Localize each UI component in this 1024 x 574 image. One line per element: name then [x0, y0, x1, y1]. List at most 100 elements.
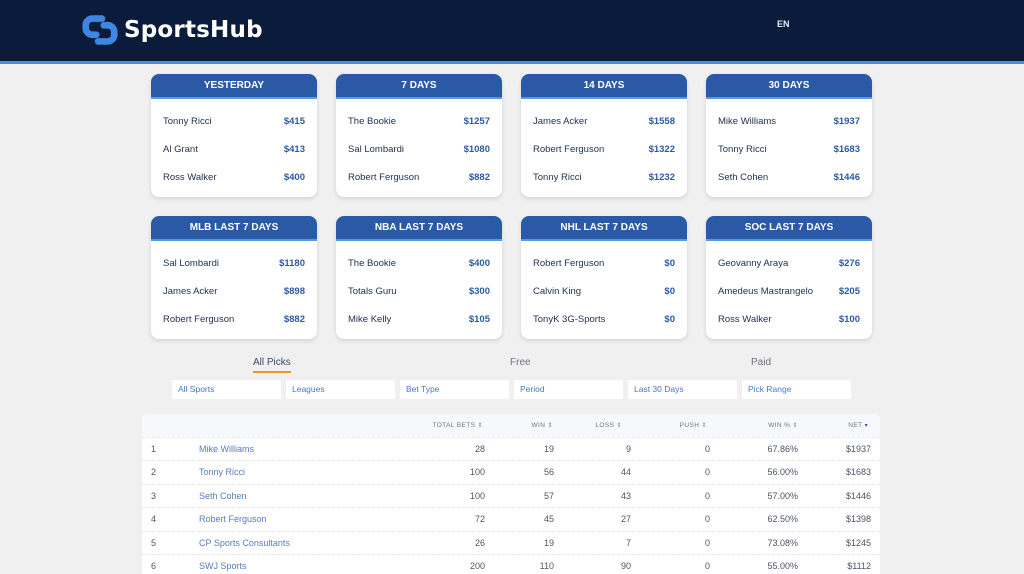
card-title: YESTERDAY [151, 74, 317, 99]
leader-row[interactable]: The Bookie $1257 [336, 107, 502, 135]
leader-amount: $105 [468, 313, 490, 325]
leader-row[interactable]: Totals Guru $300 [336, 277, 502, 305]
leader-amount: $0 [664, 313, 675, 325]
column-win-pct[interactable]: WIN % ⇕ [768, 422, 798, 429]
card-title: 30 DAYS [706, 74, 872, 99]
leader-row[interactable]: Robert Ferguson $882 [151, 305, 317, 333]
card-title: SOC LAST 7 DAYS [706, 216, 872, 241]
leader-row[interactable]: Tonny Ricci $1683 [706, 135, 872, 163]
leaderboard-card-30-days: 30 DAYS Mike Williams $1937 Tonny Ricci $1… [706, 74, 872, 197]
net: $1683 [845, 467, 871, 478]
leaderboard-card-soc: SOC LAST 7 DAYS Geovanny Araya $276 Amede… [706, 216, 872, 339]
handicapper-link[interactable]: Tonny Ricci [199, 467, 246, 478]
leader-row[interactable]: Mike Kelly $105 [336, 305, 502, 333]
leader-row[interactable]: Al Grant $413 [151, 135, 317, 163]
filter-sports-select[interactable]: All Sports [172, 380, 281, 399]
leader-row[interactable]: Robert Ferguson $1322 [521, 135, 687, 163]
leader-amount: $1080 [463, 143, 490, 155]
leader-name: Sal Lombardi [348, 143, 404, 155]
tab-paid[interactable]: Paid [751, 357, 772, 368]
filter-period-select[interactable]: Period [514, 380, 623, 399]
table-row: 1 Mike Williams 28 19 9 0 67.86% $1937 [142, 437, 880, 460]
wins: 56 [543, 467, 554, 478]
filter-bet-type-select[interactable]: Bet Type [400, 380, 509, 399]
handicapper-link[interactable]: CP Sports Consultants [199, 537, 290, 548]
leader-name: Tonny Ricci [718, 143, 767, 155]
language-selector[interactable]: EN [777, 19, 790, 29]
net: $1112 [847, 560, 871, 571]
leader-row[interactable]: Ross Walker $400 [151, 163, 317, 191]
total-bets: 200 [469, 560, 485, 571]
wins: 57 [543, 490, 554, 501]
leader-row[interactable]: Sal Lombardi $1080 [336, 135, 502, 163]
column-push[interactable]: PUSH ⇕ [680, 422, 707, 429]
leader-name: Sal Lombardi [163, 257, 219, 269]
top-header: SportsHub EN [0, 0, 1024, 61]
leader-amount: $882 [283, 313, 305, 325]
leader-amount: $413 [283, 143, 305, 155]
leader-row[interactable]: James Acker $1558 [521, 107, 687, 135]
leader-name: Mike Kelly [348, 313, 392, 325]
leader-amount: $400 [283, 171, 305, 183]
sort-desc-icon: ▾ [864, 423, 868, 429]
handicapper-link[interactable]: Robert Ferguson [199, 514, 267, 525]
leader-name: Robert Ferguson [348, 171, 420, 183]
losses: 90 [620, 560, 631, 571]
card-title: NBA LAST 7 DAYS [336, 216, 502, 241]
rank: 4 [151, 514, 157, 525]
filter-date-range-select[interactable]: Last 30 Days [628, 380, 737, 399]
leader-amount: $100 [838, 313, 860, 325]
losses: 27 [620, 514, 631, 525]
column-win[interactable]: WIN ⇕ [532, 422, 554, 429]
tab-free[interactable]: Free [510, 357, 531, 368]
pushes: 0 [704, 490, 710, 501]
leader-row[interactable]: Amedeus Mastrangelo $205 [706, 277, 872, 305]
sort-icon: ⇕ [547, 423, 553, 429]
leader-name: Totals Guru [348, 285, 397, 297]
tab-all-picks[interactable]: All Picks [253, 357, 291, 373]
leader-row[interactable]: TonyK 3G-Sports $0 [521, 305, 687, 333]
leader-row[interactable]: The Bookie $400 [336, 249, 502, 277]
handicapper-link[interactable]: SWJ Sports [199, 560, 247, 571]
column-total-bets[interactable]: TOTAL BETS ⇕ [432, 422, 483, 429]
table-row: 4 Robert Ferguson 72 45 27 0 62.50% $139… [142, 507, 880, 530]
brand-logo[interactable]: SportsHub [81, 11, 263, 49]
leader-row[interactable]: Sal Lombardi $1180 [151, 249, 317, 277]
leader-row[interactable]: Tonny Ricci $1232 [521, 163, 687, 191]
filter-pick-range-select[interactable]: Pick Range [742, 380, 851, 399]
leader-amount: $400 [468, 257, 490, 269]
leader-name: Geovanny Araya [718, 257, 789, 269]
filter-leagues-select[interactable]: Leagues [286, 380, 395, 399]
leader-row[interactable]: Calvin King $0 [521, 277, 687, 305]
losses: 7 [625, 537, 631, 548]
table-header: TOTAL BETS ⇕ WIN ⇕ LOSS ⇕ PUSH ⇕ WIN % ⇕… [142, 414, 880, 437]
wins: 19 [543, 444, 554, 454]
leader-row[interactable]: Tonny Ricci $415 [151, 107, 317, 135]
handicapper-link[interactable]: Seth Cohen [199, 490, 247, 501]
card-title: MLB LAST 7 DAYS [151, 216, 317, 241]
leader-name: James Acker [533, 115, 588, 127]
leader-amount: $882 [468, 171, 490, 183]
column-label: PUSH [679, 422, 700, 429]
leader-row[interactable]: Geovanny Araya $276 [706, 249, 872, 277]
table-row: 6 SWJ Sports 200 110 90 0 55.00% $1112 [142, 553, 880, 574]
column-loss[interactable]: LOSS ⇕ [595, 422, 622, 429]
column-net[interactable]: NET ▾ [848, 422, 868, 429]
leader-row[interactable]: James Acker $898 [151, 277, 317, 305]
leader-row[interactable]: Robert Ferguson $0 [521, 249, 687, 277]
handicapper-link[interactable]: Mike Williams [199, 444, 254, 454]
leader-row[interactable]: Mike Williams $1937 [706, 107, 872, 135]
leader-amount: $1683 [833, 143, 860, 155]
column-label: NET [848, 422, 863, 429]
table-row: 3 Seth Cohen 100 57 43 0 57.00% $1446 [142, 483, 880, 507]
leader-name: Robert Ferguson [533, 257, 605, 269]
leader-row[interactable]: Ross Walker $100 [706, 305, 872, 333]
leader-name: Robert Ferguson [163, 313, 235, 325]
leader-name: The Bookie [348, 115, 397, 127]
sort-icon: ⇕ [701, 423, 707, 429]
leaderboard-card-7-days: 7 DAYS The Bookie $1257 Sal Lombardi $1080… [336, 74, 502, 197]
losses: 44 [620, 467, 631, 478]
leader-row[interactable]: Seth Cohen $1446 [706, 163, 872, 191]
total-bets: 100 [469, 467, 485, 478]
leader-row[interactable]: Robert Ferguson $882 [336, 163, 502, 191]
